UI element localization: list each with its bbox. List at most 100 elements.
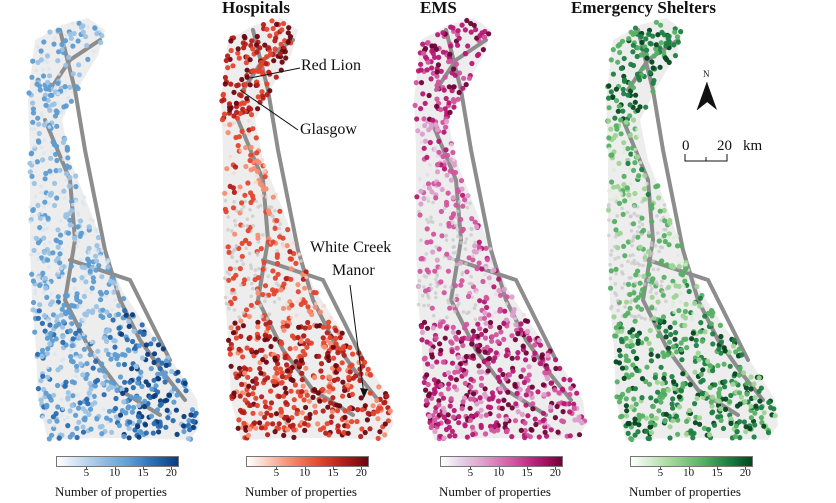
property-dot [30,110,37,116]
property-dot [667,324,673,330]
property-dot [375,435,381,441]
property-dot [443,95,449,102]
property-dot [261,233,265,237]
property-dot [649,241,654,245]
property-dot [100,307,106,313]
property-dot [490,314,495,319]
property-dot [237,393,243,399]
property-dot [95,230,99,234]
property-dot [643,317,647,321]
property-dot [473,27,479,33]
property-dot [324,421,330,427]
property-dot [450,25,456,31]
property-dot [425,173,430,177]
property-dot [448,396,454,402]
property-dot [47,92,54,98]
property-dot [633,272,639,278]
property-dot [441,129,447,135]
property-dot [314,323,320,329]
property-dot [621,91,627,97]
property-dot [472,243,478,249]
property-dot [633,92,639,98]
property-dot [273,365,279,371]
road-line [251,28,380,402]
property-dot [239,283,243,287]
property-dot [247,82,253,88]
property-dot [157,366,163,372]
property-dot [701,425,707,431]
property-dot [425,59,431,65]
property-dot [478,382,484,388]
property-dot [539,354,545,360]
property-dot [243,145,249,151]
property-dot [264,410,270,416]
property-dot [364,417,370,423]
property-dot [452,433,458,439]
property-dot [171,386,177,392]
property-dot [112,344,118,350]
property-dot [616,347,623,353]
property-dot [225,130,231,136]
property-dot [666,242,672,248]
property-dot [375,408,381,414]
property-dot [66,95,70,100]
property-dot [290,422,296,428]
property-dot [510,310,516,316]
property-dot [308,340,314,346]
property-dot [267,334,273,340]
property-dot [440,30,446,36]
property-dot [433,291,438,295]
property-dot [705,426,712,433]
property-dot [490,358,496,364]
property-dot [756,375,762,381]
property-dot [726,349,732,355]
property-dot [30,307,36,313]
property-dot [448,374,454,381]
property-dot [629,197,633,202]
property-dot [493,310,498,315]
property-dot [44,53,51,59]
property-dot [567,409,573,415]
property-dot [272,429,278,435]
property-dot [544,370,550,376]
property-dot [560,387,566,393]
property-dot [630,85,637,91]
property-dot [432,54,438,61]
property-dot [44,294,50,300]
property-dot [434,383,440,389]
property-dot [284,368,290,374]
property-dot [53,36,57,40]
property-dot [468,201,472,205]
property-dot [36,251,40,256]
property-dot [304,275,309,280]
property-dot [113,298,117,302]
property-dot [302,325,308,331]
property-dot [674,349,680,355]
property-dot [294,411,300,417]
property-dot [458,236,463,240]
property-dot [136,434,142,440]
property-dot [67,174,73,181]
property-dot [445,419,452,425]
property-dot [47,201,51,206]
property-dot [444,234,448,238]
legend-tick-mark [660,467,662,470]
property-dot [425,217,429,222]
property-dot [441,435,447,441]
property-dot [283,55,289,61]
property-dot [275,249,280,253]
property-dot [245,217,250,221]
property-dot [663,328,669,334]
property-dot [635,234,641,240]
property-dot [237,92,243,98]
property-dot [486,275,492,281]
property-dot [697,421,703,427]
property-dot [480,278,486,285]
property-dot [306,398,312,404]
property-dot [748,386,754,392]
property-dot [81,317,85,322]
property-dot [260,292,266,298]
property-dot [69,431,75,437]
property-dot [556,390,562,396]
